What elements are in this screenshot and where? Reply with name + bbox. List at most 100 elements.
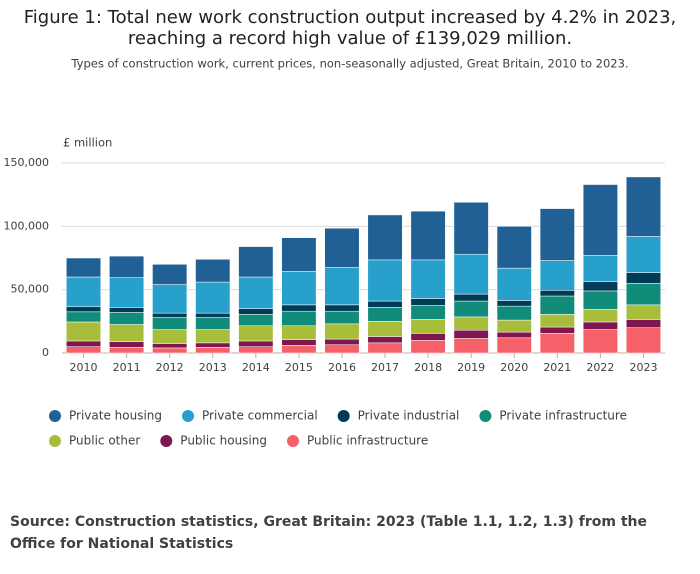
bar-segment <box>410 210 446 261</box>
bar-segment <box>367 336 403 344</box>
bar-segment <box>66 257 102 278</box>
bar-segment <box>66 340 102 347</box>
bar-segment <box>238 340 274 347</box>
bar-segment <box>281 325 317 340</box>
bar-segment <box>582 321 618 330</box>
x-tick-label: 2012 <box>156 361 184 374</box>
bar-segment <box>66 311 102 323</box>
bar-segment <box>410 333 446 341</box>
bar-segment <box>109 324 145 342</box>
bar-segment <box>152 329 188 344</box>
x-tick-label: 2023 <box>629 361 657 374</box>
bar-segment <box>582 184 618 256</box>
x-tick-label: 2022 <box>586 361 614 374</box>
bar-segment <box>453 316 489 331</box>
legend-label: Public infrastructure <box>307 434 428 448</box>
bar-segment <box>496 331 532 339</box>
x-tick-label: 2019 <box>457 361 485 374</box>
bar-segment <box>195 347 231 354</box>
bar-segment <box>582 290 618 310</box>
bar-segment <box>238 325 274 342</box>
bar-segment <box>109 307 145 313</box>
x-tick-label: 2016 <box>328 361 356 374</box>
legend-label: Private housing <box>69 409 162 423</box>
bar-segment <box>238 346 274 354</box>
bar-segment <box>367 307 403 322</box>
y-axis-label: £ million <box>63 136 112 150</box>
chart-title: reaching a record high value of £139,029… <box>128 28 572 49</box>
bar-segment <box>66 346 102 354</box>
bar-segment <box>625 327 661 354</box>
bar-segment <box>496 267 532 301</box>
bar-segment <box>496 226 532 269</box>
bar-segment <box>410 259 446 299</box>
chart-title: Figure 1: Total new work construction ou… <box>24 7 677 28</box>
legend-marker <box>49 435 61 447</box>
bar-segment <box>539 295 575 315</box>
source-note: Source: Construction statistics, Great B… <box>10 514 648 552</box>
bar-segment <box>324 267 360 306</box>
bar-segment <box>625 272 661 284</box>
bar-segment <box>625 319 661 328</box>
bar-segment <box>324 310 360 325</box>
bar-segment <box>238 276 274 309</box>
bar-segment <box>539 290 575 297</box>
bar-segment <box>152 264 188 285</box>
bar-segment <box>582 329 618 354</box>
bar-segment <box>195 317 231 330</box>
bar-segment <box>324 227 360 268</box>
bar-segment <box>195 259 231 283</box>
bar-segment <box>195 312 231 318</box>
bar-segment <box>152 343 188 349</box>
bar-segment <box>625 236 661 273</box>
x-tick-label: 2015 <box>285 361 313 374</box>
bar-segment <box>109 347 145 354</box>
bar-segment <box>496 337 532 354</box>
bar-segment <box>324 338 360 346</box>
bar-segment <box>152 312 188 318</box>
bar-segment <box>195 342 231 348</box>
bar-segment <box>410 298 446 306</box>
bar-segment <box>625 304 661 320</box>
bar-segment <box>367 259 403 302</box>
bar-segment <box>152 317 188 330</box>
legend-label: Private industrial <box>358 409 460 423</box>
bar-segment <box>66 306 102 313</box>
bar-segment <box>66 276 102 308</box>
bar-segment <box>539 314 575 328</box>
bar-segment <box>496 300 532 307</box>
bar-segment <box>66 321 102 342</box>
x-tick-label: 2021 <box>543 361 571 374</box>
bar-segment <box>625 176 661 237</box>
x-tick-label: 2014 <box>242 361 270 374</box>
bar-segment <box>453 253 489 295</box>
bar-segment <box>109 277 145 308</box>
bar-segment <box>539 260 575 291</box>
legend-label: Public housing <box>180 434 267 448</box>
bar-segment <box>281 310 317 327</box>
bar-segment <box>109 312 145 325</box>
bar-segment <box>324 323 360 340</box>
chart-subtitle: Types of construction work, current pric… <box>70 57 628 71</box>
bar-segment <box>582 309 618 323</box>
bar-segment <box>195 281 231 314</box>
bar-segment <box>109 341 145 348</box>
bar-segment <box>152 284 188 314</box>
bar-segment <box>195 329 231 344</box>
legend-marker <box>287 435 299 447</box>
bar-segment <box>281 271 317 306</box>
bar-segment <box>410 305 446 320</box>
bar-segment <box>453 202 489 255</box>
bar-segment <box>367 300 403 308</box>
y-tick-label: 150,000 <box>4 156 50 169</box>
legend-label: Private infrastructure <box>499 409 627 423</box>
bar-segment <box>539 208 575 261</box>
bar-segment <box>539 333 575 354</box>
legend-label: Public other <box>69 434 140 448</box>
bar-segment <box>410 319 446 334</box>
x-tick-label: 2020 <box>500 361 528 374</box>
bar-segment <box>367 342 403 354</box>
x-tick-label: 2018 <box>414 361 442 374</box>
